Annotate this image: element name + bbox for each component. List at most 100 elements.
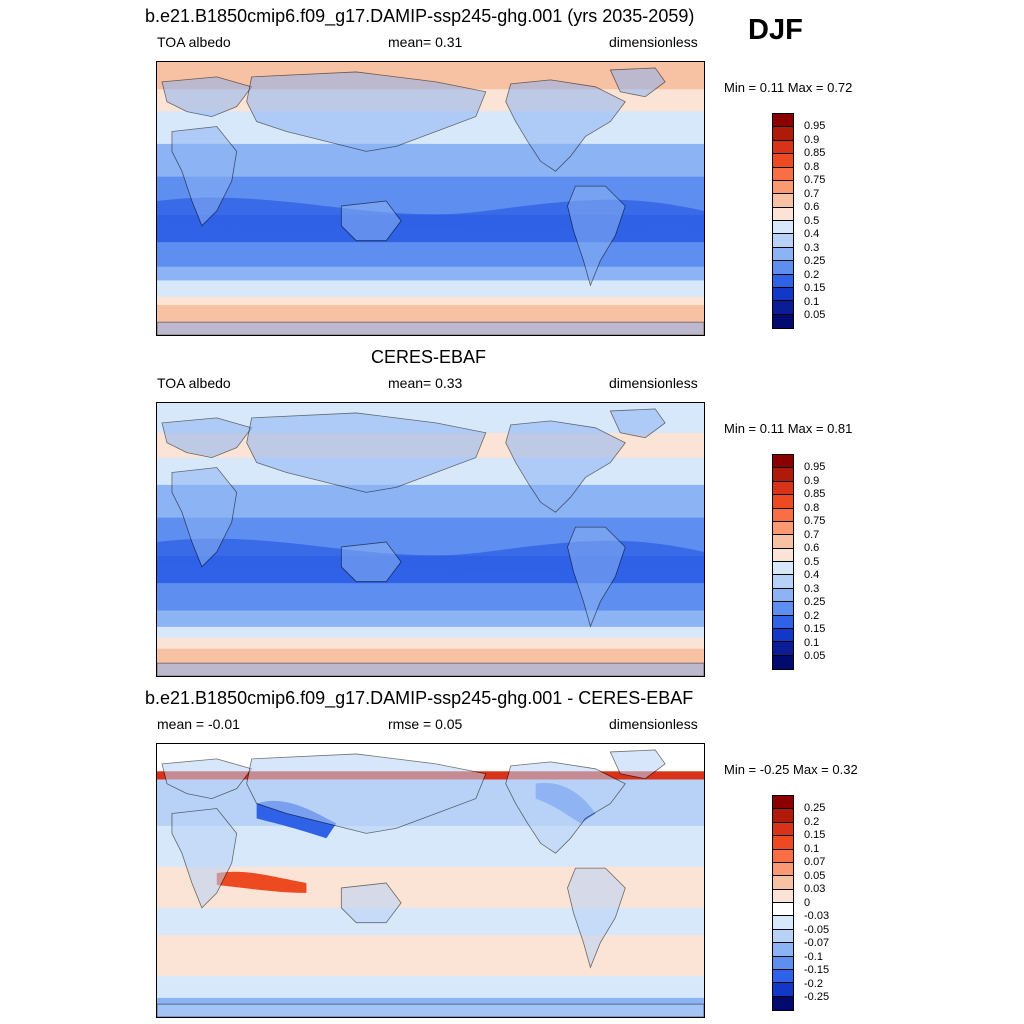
units-label: dimensionless — [609, 716, 698, 732]
colorbar-tick-label: 0.2 — [804, 609, 820, 622]
colorbar-tick-label: -0.07 — [804, 937, 830, 949]
panel-title: b.e21.B1850cmip6.f09_g17.DAMIP-ssp245-gh… — [145, 688, 694, 708]
colorbar-tick-label: -0.25 — [804, 991, 830, 1003]
colorbar-swatch — [773, 836, 793, 850]
colorbar-tick-label: 0.05 — [804, 869, 826, 882]
colorbar-tick-label: 0.4 — [804, 569, 820, 581]
colorbar-tick-label: 0.15 — [804, 623, 826, 635]
colorbar-tick-label: 0.25 — [804, 255, 826, 267]
colorbar-tick-label: 0.95 — [804, 120, 826, 132]
colorbar-tick-label: 0.3 — [804, 241, 820, 254]
colorbar-tick-label: 0.75 — [804, 174, 826, 186]
colorbar-swatch — [773, 943, 793, 957]
colorbar-swatch — [773, 588, 793, 603]
colorbar-swatch — [773, 862, 793, 877]
colorbar-swatch — [773, 508, 793, 522]
albedo-map — [156, 61, 705, 336]
season-label: DJF — [748, 14, 803, 46]
colorbar-tick-label: 0.15 — [804, 282, 826, 294]
colorbar-swatch — [773, 194, 793, 208]
colorbar-swatch — [773, 822, 793, 837]
colorbar-tick-label: 0.03 — [804, 883, 826, 895]
colorbar-tick-label: 0.75 — [804, 515, 826, 527]
colorbar-swatch — [773, 916, 793, 930]
panel-title: CERES-EBAF — [371, 347, 487, 367]
colorbar-tick-label: 0.25 — [804, 802, 826, 814]
colorbar-swatch — [773, 615, 793, 629]
colorbar-tick-label: 0.85 — [804, 488, 826, 500]
colorbar-swatch — [773, 535, 793, 549]
colorbar-swatch — [773, 287, 793, 302]
colorbar-swatch — [773, 796, 793, 810]
colorbar-tick-label: -0.1 — [804, 950, 823, 963]
colorbar-tick-label: 0.5 — [804, 214, 820, 227]
colorbar-swatch — [773, 274, 793, 288]
colorbar-swatch — [773, 849, 793, 863]
colorbar — [772, 113, 794, 329]
mean-label: mean= 0.33 — [388, 375, 463, 391]
colorbar-tick-label: 0.07 — [804, 856, 826, 868]
colorbar — [772, 454, 794, 670]
units-label: dimensionless — [609, 34, 698, 50]
colorbar-tick-label: -0.03 — [804, 910, 830, 922]
colorbar-swatch — [773, 234, 793, 248]
colorbar-swatch — [773, 809, 793, 823]
panel-title: b.e21.B1850cmip6.f09_g17.DAMIP-ssp245-gh… — [145, 6, 695, 26]
colorbar-swatch — [773, 247, 793, 262]
colorbar-swatch — [773, 261, 793, 275]
colorbar-swatch — [773, 314, 793, 328]
colorbar-swatch — [773, 642, 793, 656]
colorbar-tick-label: 0.4 — [804, 228, 820, 240]
colorbar-tick-label: 0 — [804, 896, 811, 909]
variable-label: TOA albedo — [157, 375, 231, 391]
colorbar-swatch — [773, 889, 793, 903]
colorbar-tick-label: 0.8 — [804, 160, 820, 173]
colorbar-swatch — [773, 221, 793, 235]
colorbar-tick-label: 0.15 — [804, 829, 826, 841]
colorbar-swatch — [773, 876, 793, 890]
colorbar-swatch — [773, 628, 793, 643]
colorbar-tick-label: 0.7 — [804, 528, 820, 541]
colorbar-tick-label: 0.2 — [804, 268, 820, 281]
rmse-label: rmse = 0.05 — [388, 716, 463, 732]
colorbar-swatch — [773, 455, 793, 469]
colorbar-swatch — [773, 956, 793, 970]
colorbar-tick-label: 0.1 — [804, 295, 820, 308]
colorbar-swatch — [773, 655, 793, 669]
colorbar-tick-label: 0.1 — [804, 842, 820, 855]
colorbar-swatch — [773, 481, 793, 496]
colorbar-tick-label: 0.2 — [804, 815, 820, 828]
colorbar-tick-label: 0.25 — [804, 596, 826, 608]
colorbar-swatch — [773, 929, 793, 944]
colorbar-tick-label: -0.05 — [804, 923, 830, 936]
mean-label: mean= 0.31 — [388, 34, 463, 50]
min-max-label: Min = -0.25 Max = 0.32 — [724, 762, 858, 777]
colorbar-tick-label: -0.15 — [804, 964, 830, 976]
colorbar-swatch — [773, 521, 793, 536]
colorbar-swatch — [773, 996, 793, 1010]
colorbar-swatch — [773, 575, 793, 589]
colorbar-tick-label: 0.9 — [804, 133, 820, 146]
colorbar-swatch — [773, 468, 793, 482]
colorbar-swatch — [773, 983, 793, 997]
colorbar-tick-label: 0.8 — [804, 501, 820, 514]
colorbar-tick-label: 0.1 — [804, 636, 820, 649]
colorbar-tick-label: 0.3 — [804, 582, 820, 595]
colorbar-tick-label: 0.6 — [804, 201, 820, 213]
colorbar-tick-label: 0.05 — [804, 650, 826, 662]
colorbar-swatch — [773, 127, 793, 141]
colorbar-tick-label: 0.7 — [804, 187, 820, 200]
difference-map — [156, 743, 705, 1018]
colorbar-swatch — [773, 114, 793, 128]
mean-label: mean = -0.01 — [157, 716, 240, 732]
colorbar-tick-label: 0.05 — [804, 309, 826, 321]
colorbar-swatch — [773, 154, 793, 168]
colorbar-swatch — [773, 140, 793, 155]
colorbar-tick-label: 0.5 — [804, 555, 820, 568]
colorbar-swatch — [773, 548, 793, 562]
min-max-label: Min = 0.11 Max = 0.81 — [724, 421, 853, 436]
colorbar-swatch — [773, 562, 793, 576]
colorbar-swatch — [773, 969, 793, 984]
colorbar-tick-label: -0.2 — [804, 977, 823, 990]
colorbar-swatch — [773, 167, 793, 181]
